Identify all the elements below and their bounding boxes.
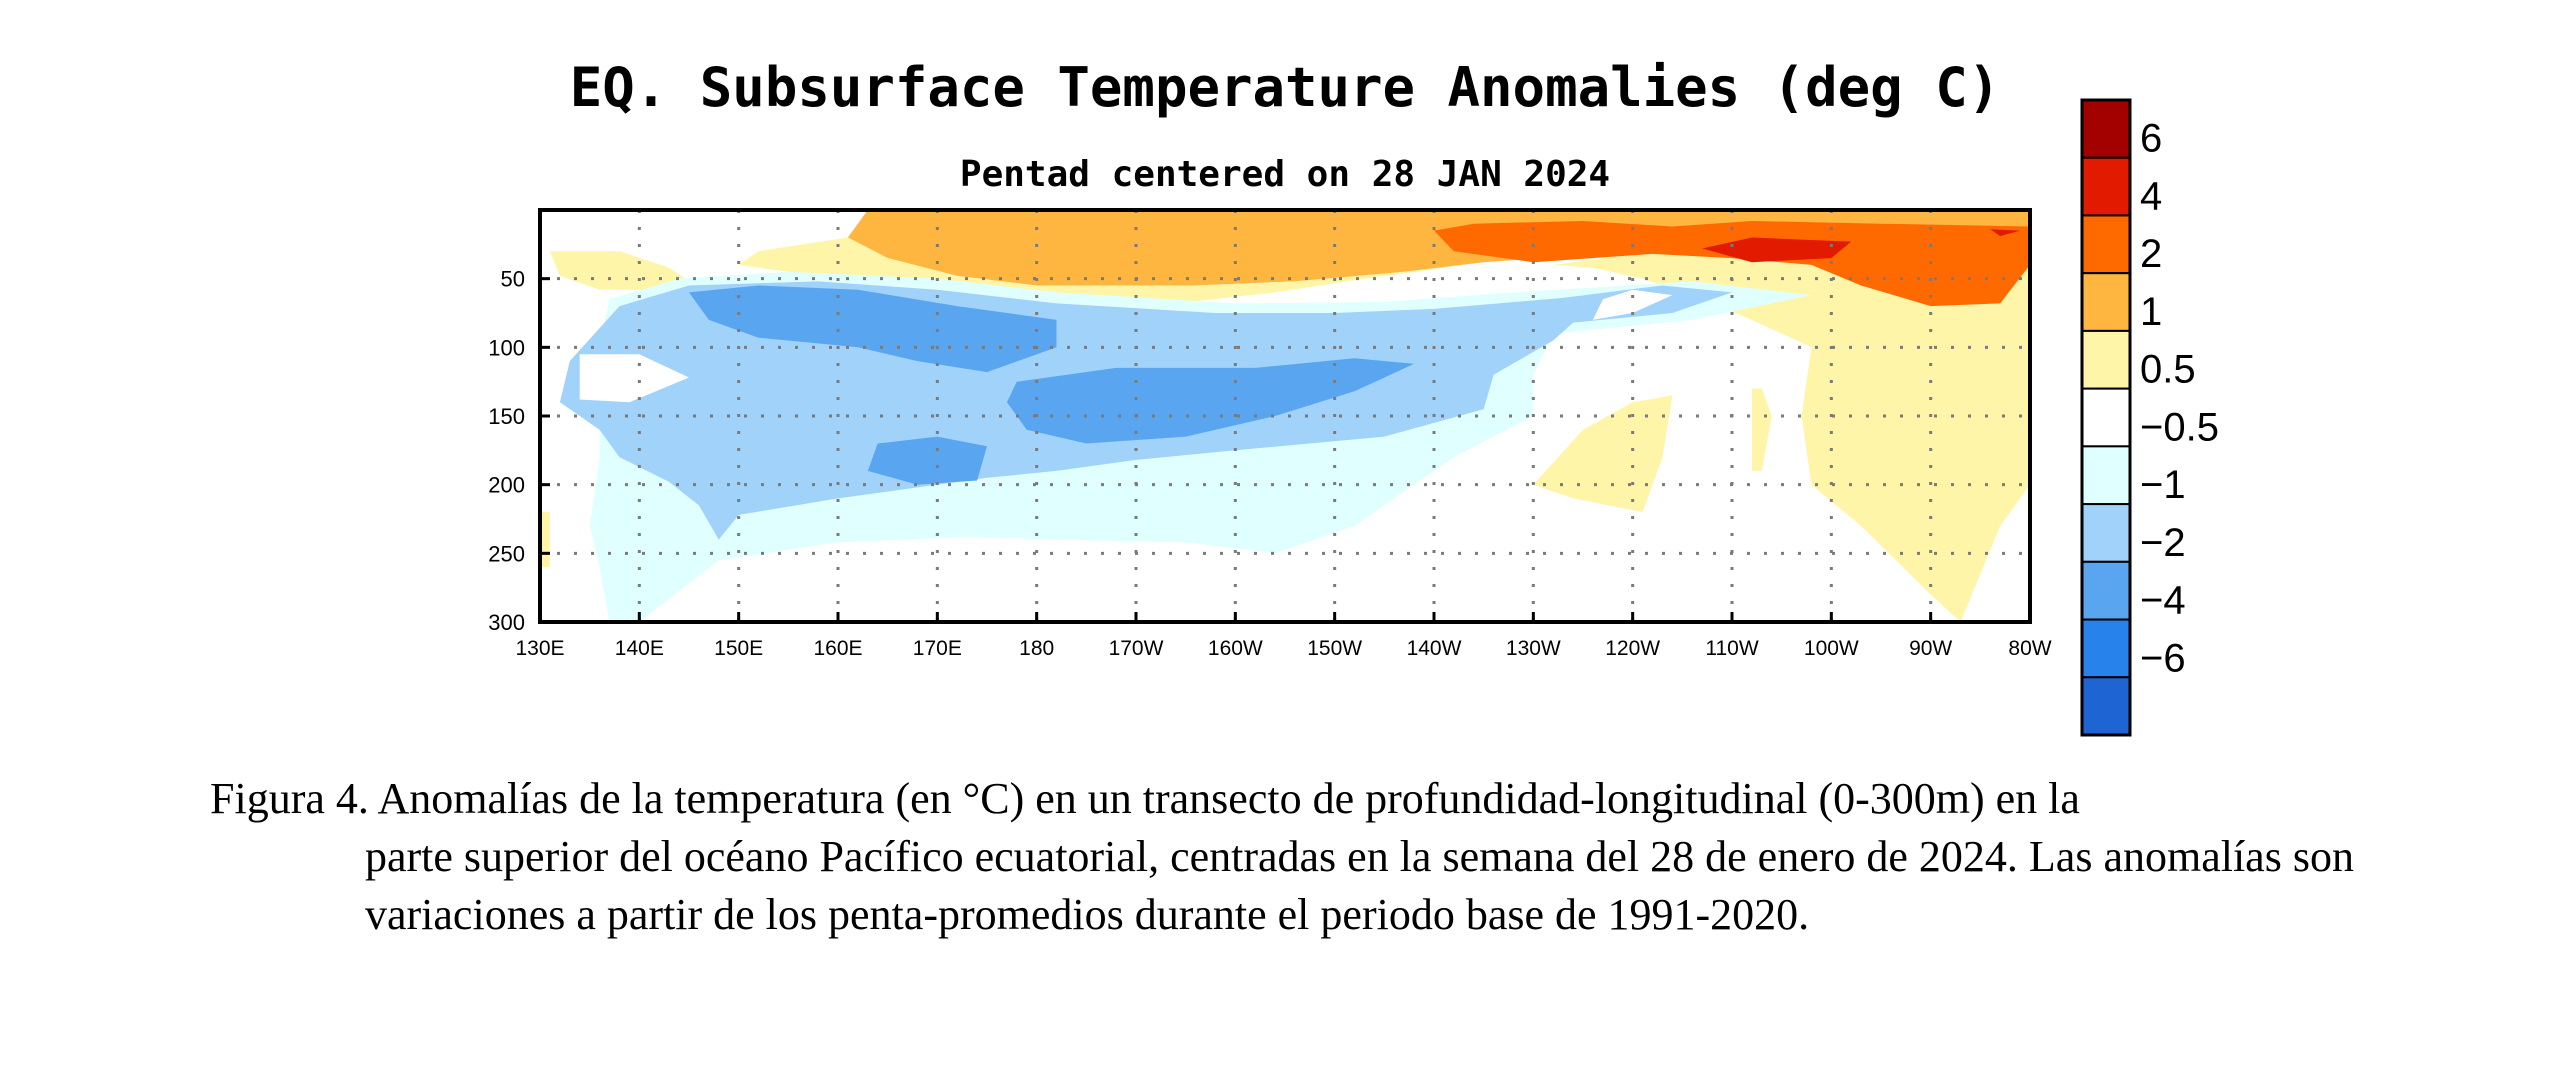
colorbar-frame <box>2080 98 2132 737</box>
anomaly-region-4 <box>1533 395 1673 513</box>
x-tick-label: 140W <box>1407 637 1462 660</box>
y-tick-label: 100 <box>488 335 525 360</box>
x-tick-label: 130E <box>515 637 564 660</box>
anomaly-region-3 <box>1553 234 2030 622</box>
anomaly-region-1 <box>549 251 689 290</box>
anomaly-region-5 <box>1751 388 1772 471</box>
x-tick-label: 90W <box>1909 637 1952 660</box>
anomaly-region-13 <box>1006 358 1415 444</box>
chart-title: EQ. Subsurface Temperature Anomalies (de… <box>570 56 2000 119</box>
colorbar-swatch <box>2081 676 2131 736</box>
anomaly-region-15 <box>579 354 689 403</box>
x-tick-label: 150W <box>1307 637 1362 660</box>
colorbar-swatch <box>2081 329 2131 390</box>
x-tick-label: 160W <box>1208 637 1263 660</box>
colorbar-swatch <box>2081 618 2131 679</box>
anomaly-region-12 <box>689 285 1057 373</box>
colorbar-swatch <box>2081 560 2131 621</box>
x-tick-label: 180 <box>1019 637 1054 660</box>
anomaly-contour-fills <box>540 210 2030 622</box>
y-axis-ticks: 50 100 150 200 250 300 <box>488 267 550 635</box>
anomaly-region-16 <box>1592 289 1673 320</box>
x-tick-label: 100W <box>1804 637 1859 660</box>
x-tick-label: 130W <box>1506 637 1561 660</box>
y-tick-label: 200 <box>488 473 525 498</box>
x-tick-label: 110W <box>1705 637 1758 660</box>
colorbar-swatch <box>2081 156 2131 217</box>
anomaly-region-14 <box>867 436 987 485</box>
colorbar-label: −6 <box>2140 636 2186 680</box>
x-tick-label: 170W <box>1109 637 1164 660</box>
y-tick-label: 50 <box>501 267 525 292</box>
x-tick-label: 160E <box>813 637 862 660</box>
colorbar-label: 6 <box>2140 117 2162 161</box>
y-tick-label: 250 <box>488 541 525 566</box>
colorbar-label: 1 <box>2140 290 2162 334</box>
caption-continuation: parte superior del océano Pacífico ecuat… <box>365 832 2354 939</box>
colorbar-label: 0.5 <box>2140 348 2196 392</box>
x-tick-label: 150E <box>714 637 763 660</box>
colorbar-swatch <box>2081 503 2131 563</box>
colorbar-swatch <box>2081 99 2131 159</box>
figure-caption: Figura 4. Anomalías de la temperatura (e… <box>210 770 2410 944</box>
x-tick-label: 170E <box>913 637 962 660</box>
dotted-grid <box>540 210 2030 622</box>
x-tick-label: 140E <box>615 637 664 660</box>
anomaly-region-8 <box>1702 237 1852 263</box>
anomaly-region-7 <box>1434 221 2030 307</box>
colorbar-swatch <box>2081 387 2131 448</box>
x-tick-label: 120W <box>1605 637 1660 660</box>
colorbar-label: −4 <box>2140 579 2186 623</box>
colorbar-label: −2 <box>2140 521 2186 565</box>
colorbar-label: −1 <box>2140 463 2186 507</box>
colorbar-label: 2 <box>2140 232 2162 276</box>
colorbar-label: −0.5 <box>2140 405 2219 449</box>
colorbar: 6 4 2 1 0.5 −0.5 −1 −2 −4 −6 <box>2080 98 2219 737</box>
colorbar-label: 4 <box>2140 174 2162 218</box>
chart-subtitle: Pentad centered on 28 JAN 2024 <box>960 154 1610 195</box>
y-tick-label: 300 <box>488 610 525 635</box>
x-tick-label: 80W <box>2008 637 2051 660</box>
colorbar-swatch <box>2081 214 2131 275</box>
colorbar-swatch <box>2081 445 2131 506</box>
colorbar-swatch <box>2081 272 2131 332</box>
y-tick-label: 150 <box>488 404 525 429</box>
caption-first-line: Figura 4. Anomalías de la temperatura (e… <box>210 774 2080 823</box>
anomaly-region-9 <box>1990 229 2021 237</box>
x-axis-ticks: 130E 140E 150E 160E 170E 180 170W 160W 150W 140W 1… <box>515 612 2052 660</box>
